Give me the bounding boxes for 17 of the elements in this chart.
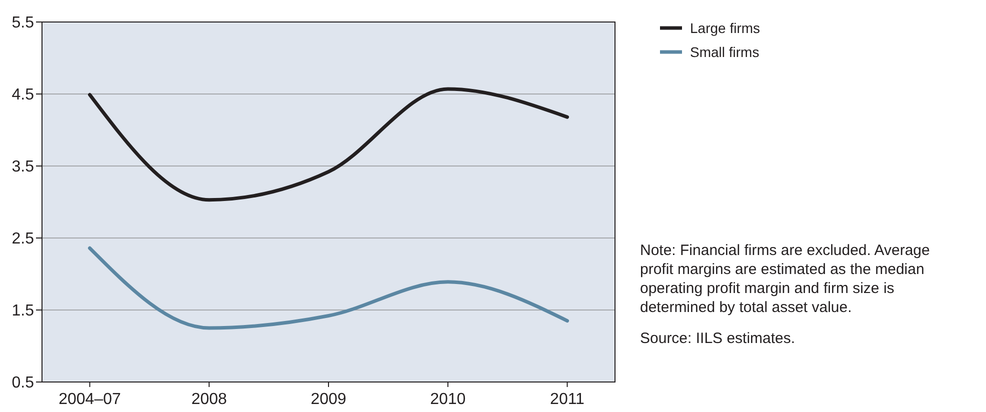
x-tick-label: 2009 [310,391,346,408]
line-series [88,87,569,202]
x-tick-label: 2010 [430,391,466,408]
y-tick-label: 4.5 [12,86,34,104]
y-tick-label: 3.5 [12,158,34,176]
x-tick-label: 2008 [191,391,228,408]
source-note: Source: IILS estimates. [640,330,796,347]
legend-label: Large firms [690,20,760,36]
y-tick-label: 0.5 [12,374,34,392]
text: Note: Financial firms are excluded. Average profit margins are estimated as the median operating profit margin and firm size is determined by total asset value. [640,242,930,316]
y-tick-label: 5.5 [12,14,34,32]
y-tick-label: 2.5 [12,230,34,248]
legend-label: Small firms [690,44,760,60]
y-tick-label: 1.5 [12,302,34,320]
line-series [88,246,569,330]
x-tick-label: 2004–07 [58,391,121,408]
x-tick-label: 2011 [550,391,585,408]
